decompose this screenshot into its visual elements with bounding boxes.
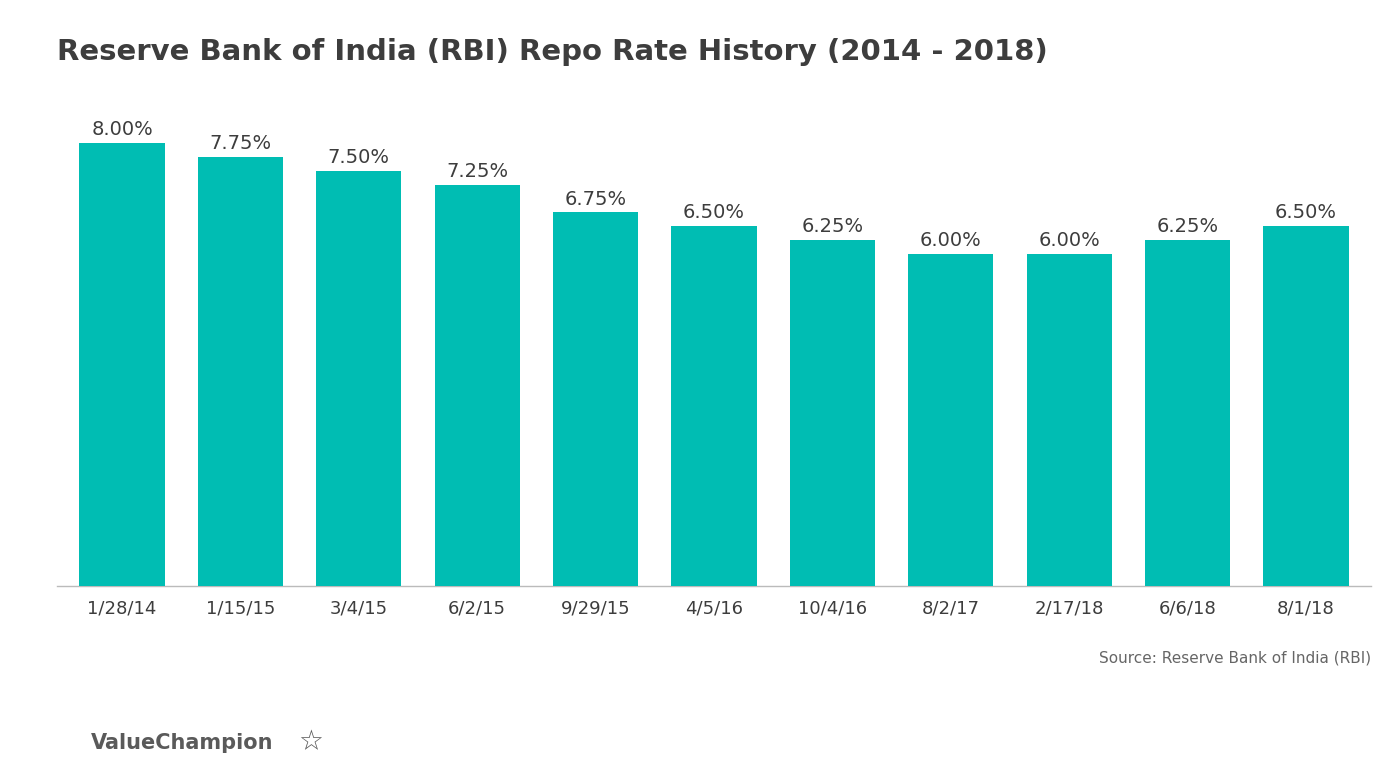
- Text: ☆: ☆: [298, 728, 323, 756]
- Bar: [1145, 240, 1231, 586]
- Bar: [909, 254, 994, 586]
- Text: 6.50%: 6.50%: [1275, 203, 1337, 223]
- Text: 7.25%: 7.25%: [447, 162, 508, 181]
- Bar: [672, 226, 756, 586]
- Bar: [197, 157, 283, 586]
- Text: 6.00%: 6.00%: [920, 231, 981, 250]
- Bar: [553, 213, 638, 586]
- Bar: [316, 171, 402, 586]
- Bar: [434, 185, 519, 586]
- Text: 6.00%: 6.00%: [1039, 231, 1100, 250]
- Bar: [790, 240, 875, 586]
- Text: ValueChampion: ValueChampion: [91, 733, 273, 753]
- Text: 7.75%: 7.75%: [210, 134, 272, 153]
- Text: Reserve Bank of India (RBI) Repo Rate History (2014 - 2018): Reserve Bank of India (RBI) Repo Rate Hi…: [57, 38, 1047, 66]
- Text: 8.00%: 8.00%: [91, 120, 153, 139]
- Bar: [1263, 226, 1348, 586]
- Text: Source: Reserve Bank of India (RBI): Source: Reserve Bank of India (RBI): [1099, 651, 1371, 666]
- Text: 7.50%: 7.50%: [328, 148, 389, 167]
- Bar: [1026, 254, 1112, 586]
- Text: 6.25%: 6.25%: [801, 217, 864, 236]
- Bar: [80, 143, 165, 586]
- Text: 6.75%: 6.75%: [564, 189, 627, 209]
- Text: 6.25%: 6.25%: [1156, 217, 1218, 236]
- Text: 6.50%: 6.50%: [683, 203, 745, 223]
